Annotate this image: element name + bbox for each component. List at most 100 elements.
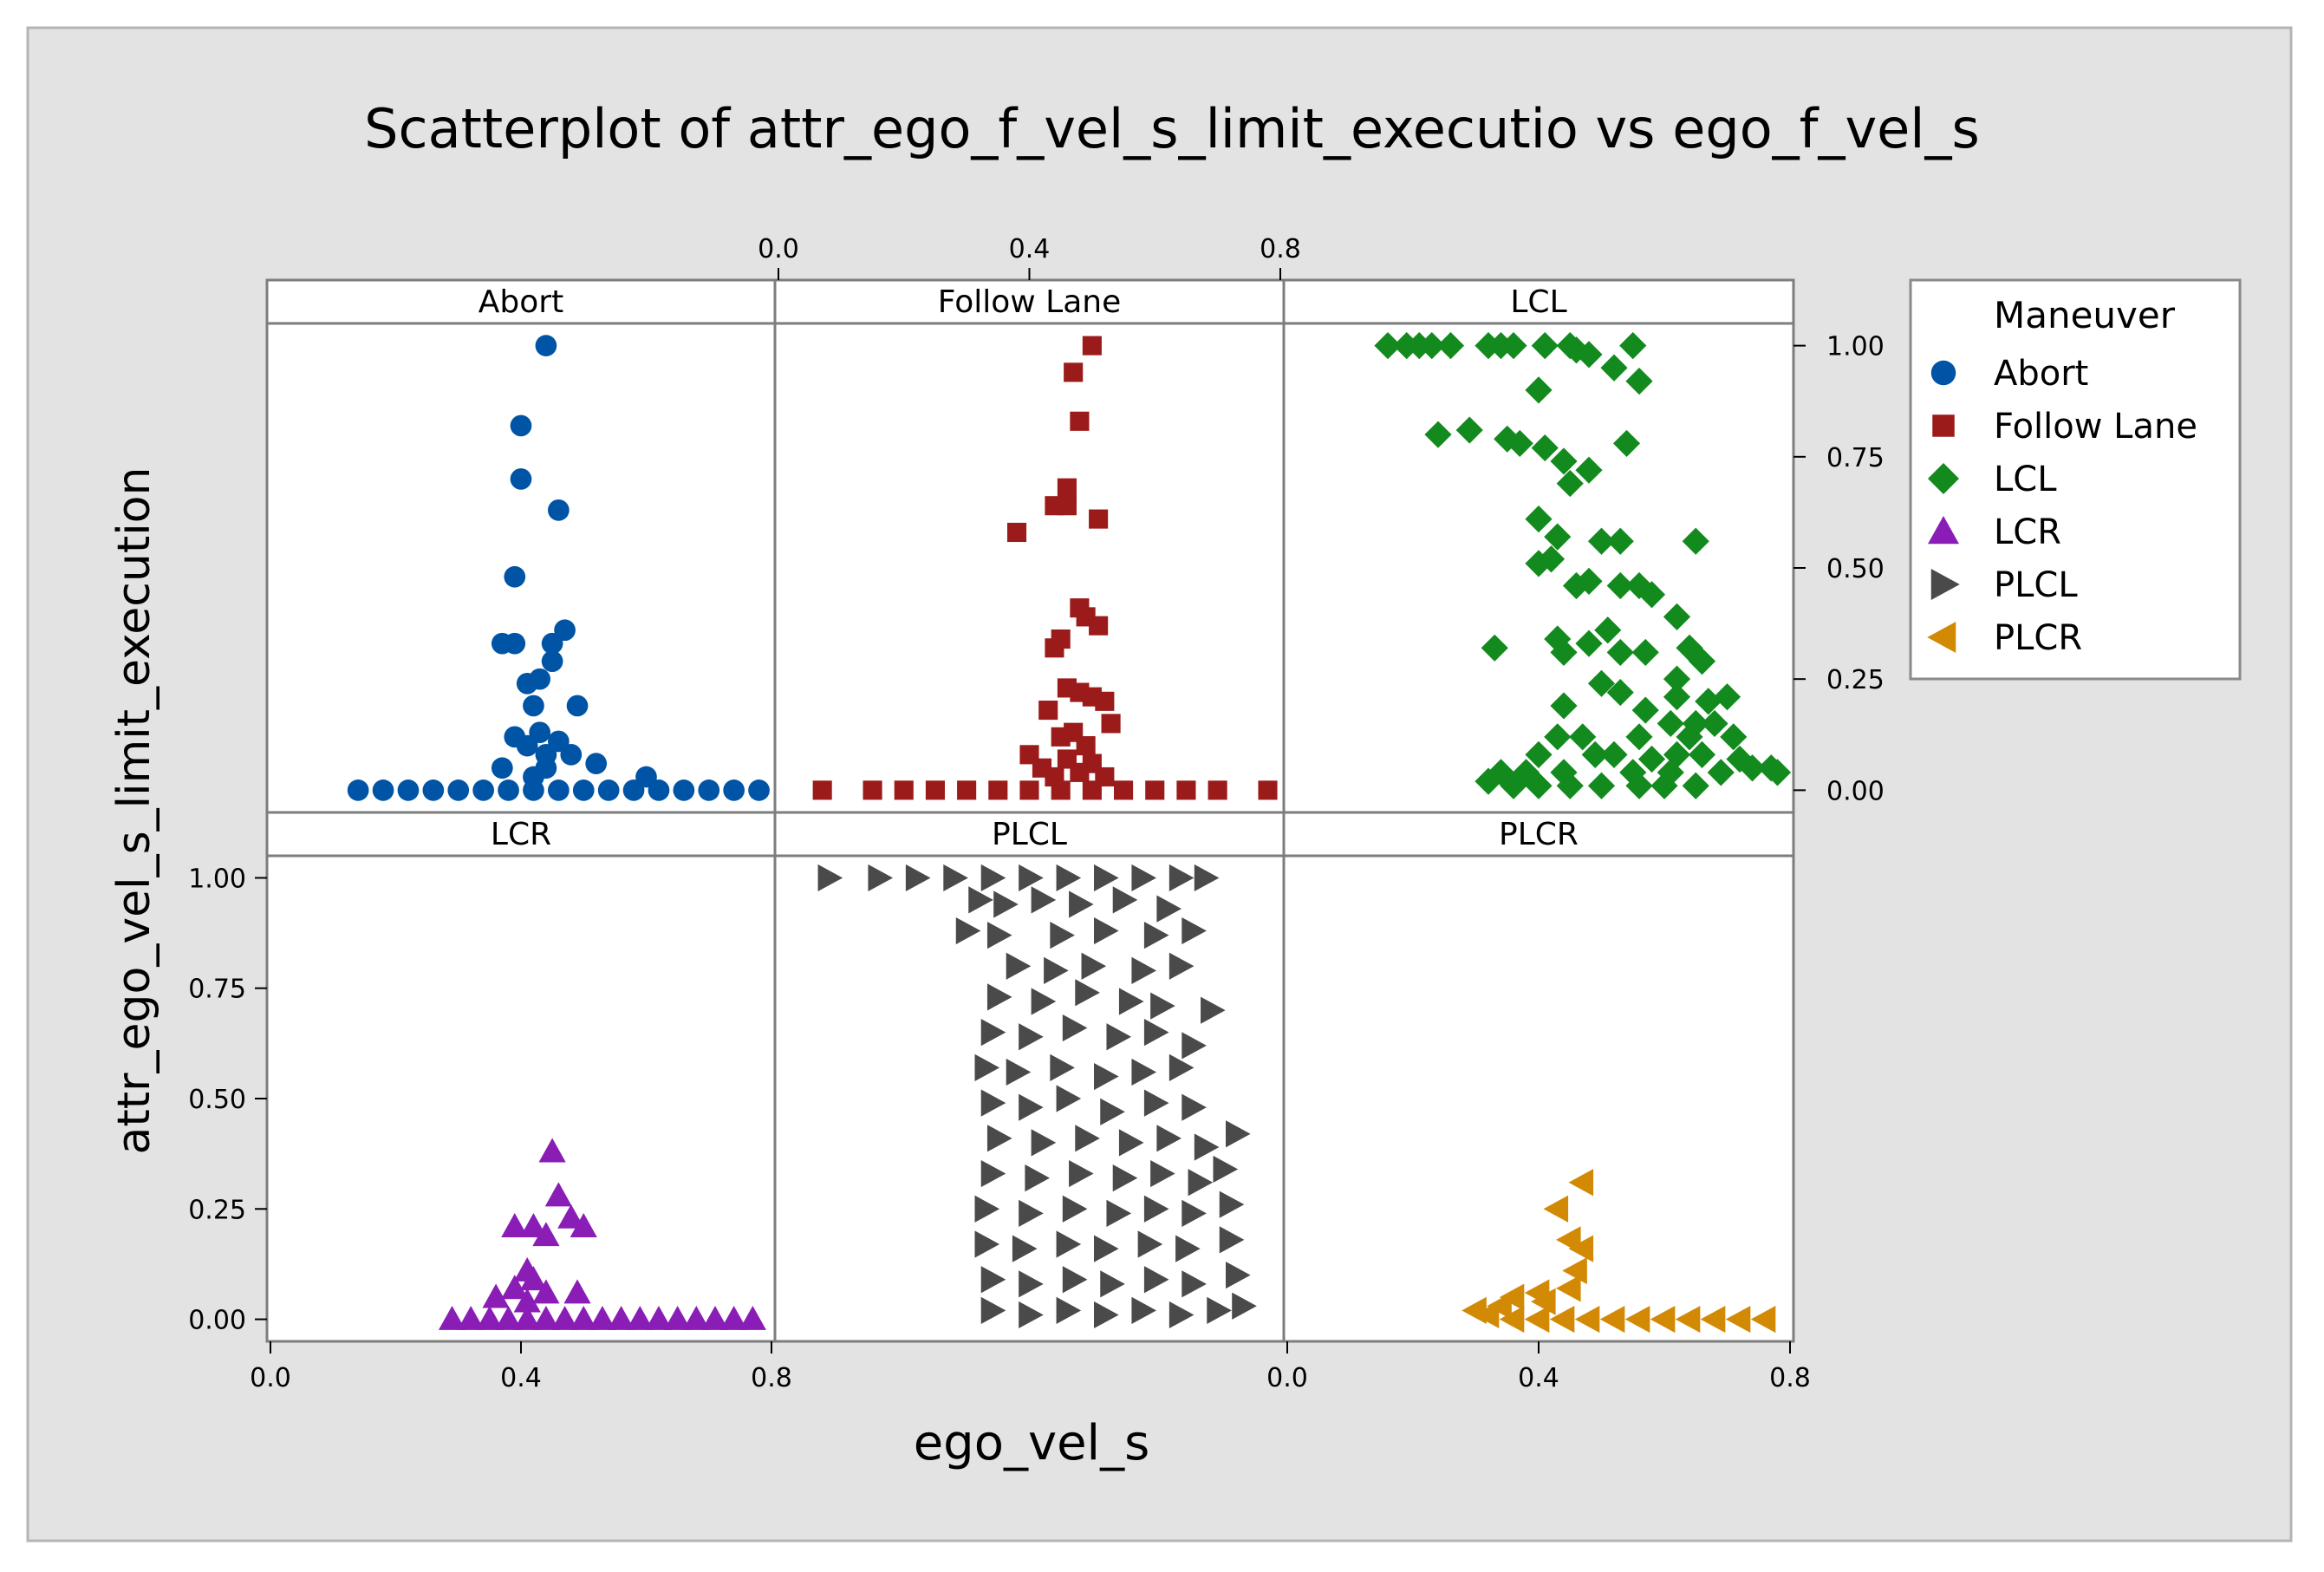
data-point [1089,509,1109,529]
data-point [1081,952,1107,980]
data-point [1650,772,1678,799]
data-point [1207,1296,1232,1324]
data-point [447,779,470,801]
data-point [560,743,583,766]
data-point [523,695,544,717]
data-point [1525,550,1553,577]
data-point [1062,1014,1088,1042]
data-point [980,1266,1006,1294]
data-point [980,1089,1006,1117]
legend: Maneuver Abort Follow Lane LCL LCR PLCL PLCR [1909,278,2242,681]
data-point [1474,1301,1500,1329]
data-point [1374,332,1402,360]
x-tick-label: 0.8 [1769,1363,1811,1393]
panel-plcr: PLCR 0.0 0.4 0.8 [1266,811,1811,1393]
data-point [1568,1169,1594,1197]
series-follow-lane [812,336,1278,800]
data-point [1750,1305,1776,1334]
data-point [1587,527,1616,555]
legend-box [1909,278,2242,681]
data-point [698,779,720,801]
data-point [1657,759,1684,786]
data-point [1606,638,1634,667]
panel-follow-lane: Follow Lane 0.0 0.4 0.8 [758,234,1301,814]
data-point [1612,429,1641,458]
legend-marker [1932,414,1955,437]
panel-lcr: LCR 0.0 0.4 0.8 0.00 0.25 0.50 0.75 1.00 [188,811,792,1393]
y-tick-label: 0.00 [188,1306,246,1336]
data-point [1544,625,1572,653]
data-point [1057,478,1077,498]
legend-label: LCL [1994,460,2057,499]
data-point [1156,895,1182,923]
legend-item-follow-lane: Follow Lane [1932,407,2197,447]
data-point [1182,1270,1207,1298]
data-point [1524,1305,1550,1334]
data-point [1631,638,1659,667]
data-point [1019,1301,1044,1329]
data-point [1031,1129,1057,1157]
data-point [1106,1023,1132,1051]
data-point [1056,1230,1082,1258]
data-point [589,1305,616,1330]
data-point [1075,979,1100,1007]
data-point [1682,527,1709,555]
data-point [541,632,563,655]
y-tick-label: 0.00 [1826,776,1885,806]
data-point [1070,411,1090,431]
data-point [1487,759,1515,786]
data-point [597,779,620,801]
x-tick-label: 0.0 [758,234,799,264]
data-point [1188,1169,1214,1197]
y-tick-label: 0.25 [1826,665,1885,695]
data-point [1019,1270,1044,1298]
data-point [538,1138,566,1163]
data-point [1131,864,1157,892]
data-point [1594,616,1622,644]
data-point [1569,723,1597,751]
data-point [1499,1305,1525,1334]
data-point [986,922,1012,949]
data-point [1682,709,1709,738]
data-point [1045,638,1064,658]
data-point [1175,1235,1201,1262]
data-point [1587,772,1616,799]
panel-strip [1282,278,1795,325]
data-point [1031,988,1057,1015]
data-point [472,779,495,801]
data-point [812,780,832,800]
data-point [1012,1235,1038,1262]
data-point [682,1305,710,1330]
data-point [645,1305,673,1330]
data-point [1208,780,1227,800]
data-point [1550,447,1578,475]
data-point [510,414,532,437]
data-point [1625,772,1653,799]
data-point [1606,571,1634,600]
y-axis-label: attr_ego_vel_s_limit_execution [108,467,160,1155]
data-point [1070,762,1090,782]
data-point [532,1279,560,1304]
data-point [980,864,1006,892]
data-point [347,779,369,801]
legend-title: Maneuver [1994,294,2176,336]
y-tick-label: 0.50 [1826,554,1885,584]
data-point [1562,336,1591,364]
data-point [1169,1301,1195,1329]
data-point [1182,1032,1207,1060]
data-point [1258,780,1278,800]
data-point [1424,421,1452,448]
data-point [438,1305,466,1330]
panel-strip-label: Follow Lane [938,284,1121,320]
data-point [817,864,843,892]
legend-marker [1928,463,1959,494]
data-point [1556,469,1584,498]
data-point [548,779,570,801]
data-point [457,1305,485,1330]
data-point [498,779,519,801]
data-point [673,779,695,801]
data-point [1575,456,1603,484]
legend-item-lcr: LCR [1928,512,2061,552]
